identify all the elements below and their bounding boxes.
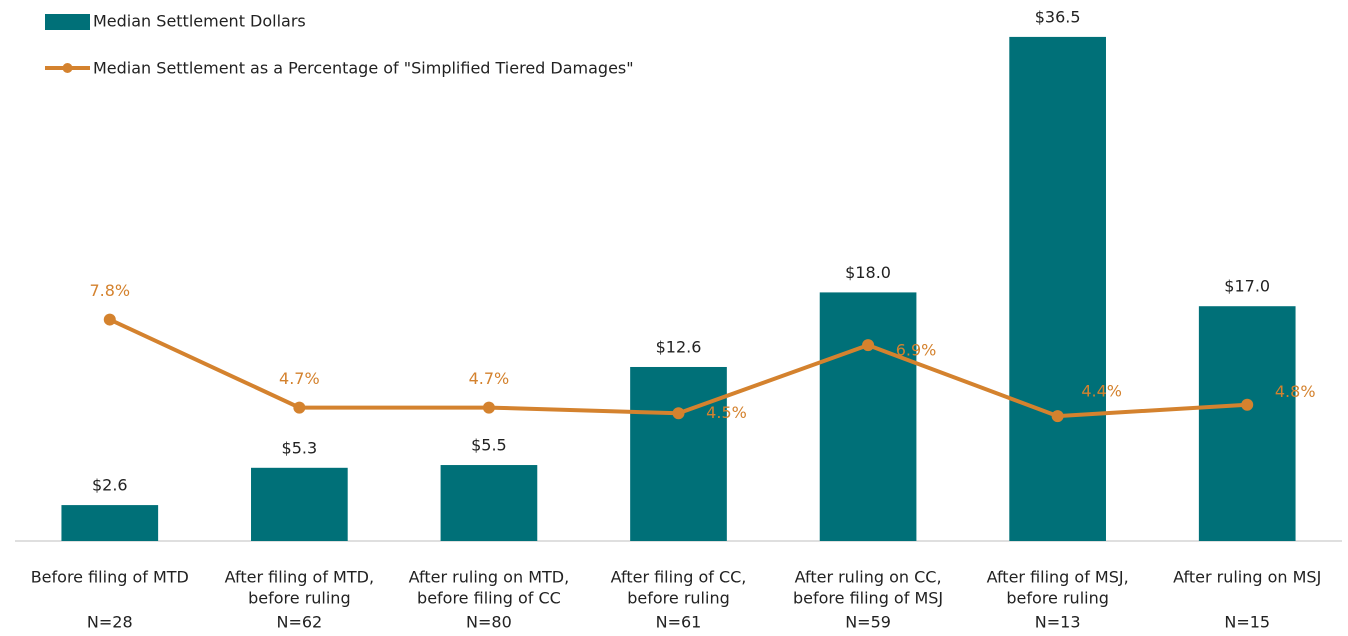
line-point — [1051, 410, 1064, 423]
bar — [819, 292, 917, 541]
data-label: 6.9% — [896, 341, 937, 360]
x-tick-label: before ruling — [627, 589, 729, 608]
data-label: $18.0 — [845, 263, 891, 282]
data-label: 4.4% — [1081, 382, 1122, 401]
sample-size: N=61 — [656, 613, 702, 632]
data-label: $2.6 — [92, 476, 128, 495]
data-label: 4.7% — [279, 369, 320, 388]
x-tick-label: After filing of CC, — [611, 568, 747, 587]
data-label: $36.5 — [1035, 7, 1081, 26]
sample-size: N=59 — [845, 613, 891, 632]
bar — [440, 465, 538, 541]
sample-size: N=62 — [276, 613, 322, 632]
bar — [1198, 306, 1296, 541]
data-label: $12.6 — [656, 337, 702, 356]
line-point — [293, 401, 306, 414]
data-label: 7.8% — [89, 281, 130, 300]
legend-label: Median Settlement Dollars — [93, 12, 306, 31]
x-tick-label: After filing of MTD, — [225, 568, 374, 587]
legend-swatch — [45, 14, 90, 30]
x-tick-label: before filing of CC — [417, 589, 561, 608]
x-tick-label: before filing of MSJ — [793, 589, 943, 608]
sample-size: N=15 — [1224, 613, 1270, 632]
bar — [61, 505, 159, 541]
data-label: $5.3 — [282, 438, 318, 457]
x-tick-label: After ruling on CC, — [795, 568, 942, 587]
x-tick-label: After ruling on MTD, — [409, 568, 570, 587]
line-point — [862, 339, 875, 352]
line-point — [103, 313, 116, 326]
x-tick-label: before ruling — [248, 589, 350, 608]
line-point — [672, 407, 685, 420]
legend-marker — [62, 63, 73, 73]
line-point — [482, 401, 495, 414]
bar — [1009, 36, 1106, 542]
data-label: $17.0 — [1224, 277, 1270, 296]
line-point — [1241, 398, 1254, 411]
x-tick-label: before ruling — [1006, 589, 1108, 608]
sample-size: N=13 — [1035, 613, 1081, 632]
bar — [251, 467, 348, 541]
data-label: $5.5 — [471, 436, 507, 455]
sample-size: N=28 — [87, 613, 133, 632]
x-tick-label: Before filing of MTD — [31, 568, 189, 587]
x-tick-label: After ruling on MSJ — [1173, 568, 1321, 587]
data-label: 4.8% — [1275, 382, 1316, 401]
data-label: 4.5% — [706, 403, 747, 422]
sample-size: N=80 — [466, 613, 512, 632]
data-label: 4.7% — [469, 369, 510, 388]
bar — [630, 366, 727, 541]
legend-label: Median Settlement as a Percentage of "Si… — [93, 59, 634, 78]
x-tick-label: After filing of MSJ, — [987, 568, 1129, 587]
